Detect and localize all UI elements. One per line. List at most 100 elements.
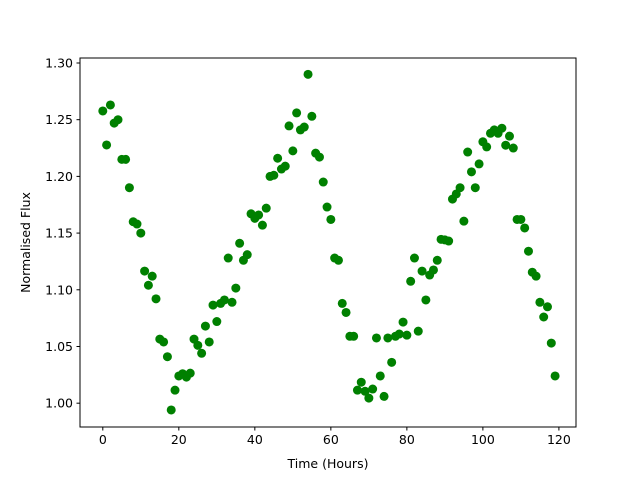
y-tick-label: 1.10 — [45, 282, 73, 297]
x-tick-label: 100 — [471, 432, 495, 447]
point — [269, 170, 279, 180]
point — [394, 329, 404, 339]
y-axis-label: Normalised Flux — [18, 192, 33, 293]
point — [523, 246, 533, 256]
point — [147, 271, 157, 281]
point — [162, 352, 172, 362]
point — [379, 391, 389, 401]
plot-frame — [79, 57, 577, 428]
point — [463, 147, 473, 157]
x-tick-label: 40 — [247, 432, 263, 447]
point — [455, 183, 465, 193]
point — [383, 333, 393, 343]
point — [542, 302, 552, 312]
point — [417, 266, 427, 276]
point — [98, 106, 108, 116]
point — [257, 220, 267, 230]
point — [166, 405, 176, 415]
point — [375, 371, 385, 381]
y-tick-label: 1.00 — [45, 396, 73, 411]
point — [413, 326, 423, 336]
point — [197, 348, 207, 358]
point — [227, 297, 237, 307]
x-axis-label: Time (Hours) — [287, 456, 369, 471]
point — [284, 121, 294, 131]
x-tick-label: 20 — [171, 432, 187, 447]
point — [520, 223, 530, 233]
point — [402, 330, 412, 340]
point — [550, 371, 560, 381]
point — [326, 214, 336, 224]
point — [193, 340, 203, 350]
point — [121, 154, 131, 164]
point — [159, 337, 169, 347]
point — [360, 386, 370, 396]
point — [337, 298, 347, 308]
point — [235, 238, 245, 248]
point — [428, 265, 438, 275]
y-tick-label: 1.05 — [45, 339, 73, 354]
point — [474, 159, 484, 169]
point — [299, 122, 309, 132]
point — [113, 115, 123, 125]
point — [212, 317, 222, 327]
point — [204, 337, 214, 347]
point — [124, 183, 134, 193]
point — [398, 317, 408, 327]
point — [349, 331, 359, 341]
point — [208, 300, 218, 310]
point — [292, 108, 302, 118]
point — [497, 123, 507, 133]
point — [352, 385, 362, 395]
point — [516, 214, 526, 224]
point — [322, 202, 332, 212]
point — [170, 385, 180, 395]
point — [136, 228, 146, 238]
point — [273, 153, 283, 163]
point — [280, 161, 290, 171]
y-tick-label: 1.25 — [45, 112, 73, 127]
x-tick-label: 120 — [547, 432, 571, 447]
point — [371, 333, 381, 343]
point — [219, 295, 229, 305]
point — [185, 368, 195, 378]
x-tick-label: 60 — [323, 432, 339, 447]
point — [261, 203, 271, 213]
point — [421, 295, 431, 305]
point — [314, 152, 324, 162]
point — [303, 69, 313, 79]
point — [432, 255, 442, 265]
point — [288, 146, 298, 156]
point — [470, 183, 480, 193]
point — [143, 280, 153, 290]
point — [223, 253, 233, 263]
point — [482, 142, 492, 152]
point — [307, 111, 317, 121]
point — [466, 167, 476, 177]
y-tick-label: 1.15 — [45, 226, 73, 241]
point — [409, 253, 419, 263]
x-tick-label: 0 — [99, 432, 107, 447]
point — [539, 312, 549, 322]
point — [102, 140, 112, 150]
point — [406, 276, 416, 286]
y-tick-label: 1.30 — [45, 55, 73, 70]
point — [531, 271, 541, 281]
point — [364, 393, 374, 403]
point — [333, 255, 343, 265]
point — [254, 210, 264, 220]
point — [546, 338, 556, 348]
point — [387, 357, 397, 367]
point — [368, 384, 378, 394]
point — [151, 294, 161, 304]
point — [105, 100, 115, 110]
x-tick-label: 80 — [399, 432, 415, 447]
point — [501, 140, 511, 150]
point — [504, 131, 514, 141]
point — [535, 297, 545, 307]
point — [341, 307, 351, 317]
point — [356, 377, 366, 387]
point — [200, 321, 210, 331]
